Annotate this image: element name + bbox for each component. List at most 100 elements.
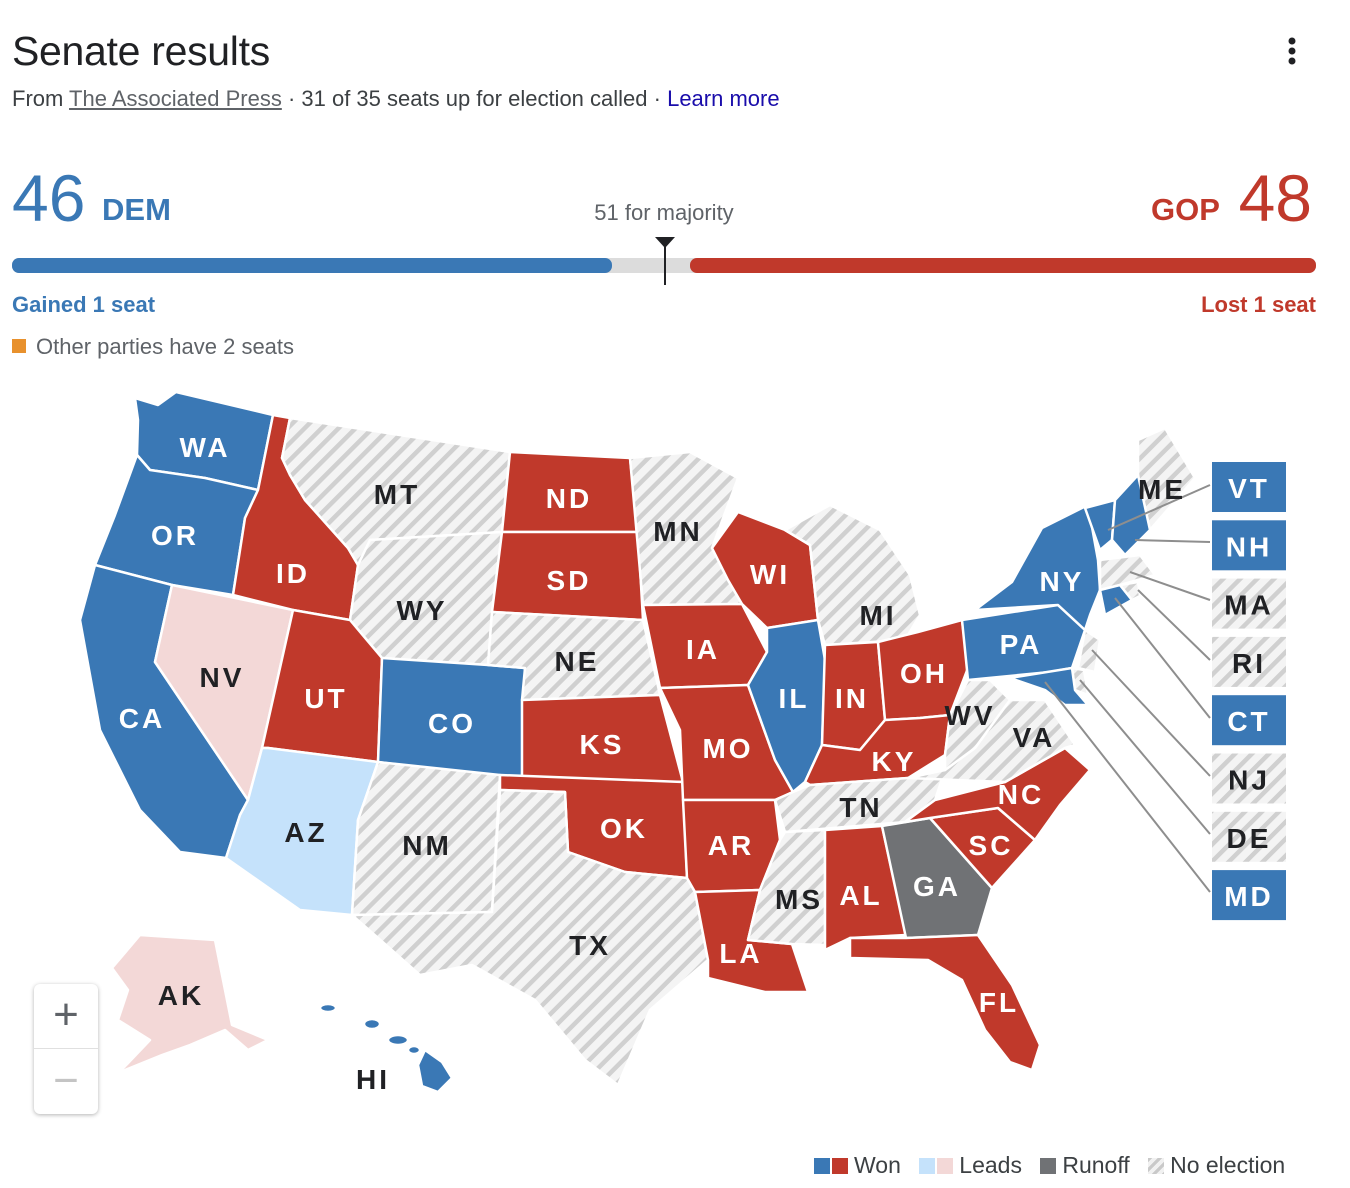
label-FL: FL	[979, 987, 1019, 1018]
dem-label: DEM	[102, 192, 171, 227]
label-AL: AL	[839, 880, 882, 911]
label-AZ: AZ	[284, 817, 327, 848]
label-MN: MN	[653, 516, 703, 547]
label-KY: KY	[872, 746, 917, 777]
state-box-RI[interactable]	[1212, 636, 1286, 687]
legend-no-election: No election	[1148, 1152, 1285, 1179]
label-CA: CA	[119, 703, 165, 734]
label-AK: AK	[158, 980, 204, 1011]
dem-seat-count: 46	[12, 161, 86, 235]
state-TX[interactable]	[350, 788, 710, 1087]
label-ME: ME	[1138, 474, 1186, 505]
state-MA[interactable]	[1098, 553, 1157, 592]
state-FL[interactable]	[848, 933, 1042, 1072]
label-IL: IL	[779, 683, 810, 714]
other-party-swatch	[12, 339, 26, 353]
state-box-VT[interactable]	[1212, 462, 1286, 512]
state-box-label-RI: RI	[1232, 648, 1266, 679]
state-MI[interactable]	[783, 503, 922, 647]
label-MS: MS	[775, 884, 823, 915]
other-parties-text: Other parties have 2 seats	[36, 334, 295, 359]
label-WA: WA	[179, 432, 230, 463]
label-NV: NV	[200, 662, 245, 693]
state-box-label-CT: CT	[1227, 706, 1270, 737]
state-box-DE[interactable]	[1212, 811, 1286, 862]
label-NC: NC	[998, 779, 1044, 810]
label-SC: SC	[969, 830, 1014, 861]
learn-more-link[interactable]: Learn more	[667, 86, 780, 111]
legend-runoff: Runoff	[1040, 1152, 1130, 1179]
gop-seat-count: 48	[1238, 161, 1312, 235]
zoom-in-button[interactable]: +	[53, 990, 79, 1039]
state-box-label-NJ: NJ	[1228, 765, 1270, 796]
legend-runoff-swatch	[1040, 1158, 1057, 1174]
state-AL[interactable]	[823, 824, 908, 952]
state-box-NH[interactable]	[1212, 520, 1286, 571]
state-box-label-NH: NH	[1226, 531, 1272, 562]
legend-gop-leads-swatch	[937, 1158, 954, 1174]
state-NC[interactable]	[903, 746, 1092, 842]
state-RI[interactable]	[1118, 580, 1142, 602]
from-label: From	[12, 86, 64, 111]
legend-won-text: Won	[854, 1152, 901, 1178]
label-VA: VA	[1013, 722, 1056, 753]
state-NJ[interactable]	[1076, 628, 1102, 674]
state-box-NJ[interactable]	[1212, 753, 1286, 804]
state-box-MA[interactable]	[1212, 578, 1286, 629]
label-WV: WV	[944, 700, 995, 731]
subtitle: From The Associated Press · 31 of 35 sea…	[12, 86, 780, 112]
us-senate-map[interactable]: VT NH MA RI CT NJ DE MD WA OR CA NV ID MT WY UT…	[0, 380, 1350, 1140]
label-TN: TN	[839, 792, 882, 823]
label-MI: MI	[859, 600, 896, 631]
majority-marker-icon	[655, 237, 675, 248]
label-GA: GA	[913, 871, 961, 902]
majority-label: 51 for majority	[594, 200, 734, 225]
label-MO: MO	[702, 733, 753, 764]
label-PA: PA	[1000, 629, 1043, 660]
legend-dem-won-swatch	[814, 1158, 830, 1174]
state-box-label-DE: DE	[1227, 823, 1272, 854]
state-WV[interactable]	[943, 678, 1012, 772]
state-AK[interactable]	[108, 933, 270, 1084]
legend-runoff-text: Runoff	[1062, 1152, 1130, 1178]
legend-dem-leads-swatch	[919, 1158, 936, 1174]
label-IN: IN	[835, 683, 869, 714]
label-LA: LA	[719, 938, 762, 969]
more-vert-icon	[1288, 37, 1296, 65]
label-NM: NM	[402, 830, 452, 861]
state-box-MD[interactable]	[1212, 870, 1286, 921]
label-IA: IA	[686, 634, 720, 665]
gop-label: GOP	[1151, 192, 1220, 227]
legend-no-election-text: No election	[1170, 1152, 1286, 1178]
more-options-button[interactable]	[1276, 34, 1308, 68]
state-NH[interactable]	[1110, 473, 1152, 557]
state-box-CT[interactable]	[1212, 695, 1286, 746]
zoom-out-button[interactable]: −	[53, 1056, 79, 1105]
state-box-label-MD: MD	[1224, 881, 1274, 912]
majority-marker-line	[664, 246, 666, 285]
label-UT: UT	[304, 683, 347, 714]
label-ND: ND	[546, 483, 592, 514]
legend-no-election-swatch	[1148, 1158, 1165, 1174]
state-box-label-VT: VT	[1228, 473, 1270, 504]
gop-change: Lost 1 seat	[1201, 292, 1316, 317]
legend-gop-won-swatch	[832, 1158, 848, 1174]
label-TX: TX	[569, 930, 611, 961]
state-box-label-MA: MA	[1224, 590, 1274, 621]
dem-seat-bar	[12, 258, 612, 273]
source-link[interactable]: The Associated Press	[69, 86, 282, 111]
label-MT: MT	[374, 479, 420, 510]
label-OR: OR	[151, 520, 199, 551]
label-HI: HI	[356, 1064, 390, 1095]
page-title: Senate results	[12, 28, 270, 74]
label-AR: AR	[708, 830, 754, 861]
label-ID: ID	[276, 558, 310, 589]
legend-leads-text: Leads	[959, 1152, 1022, 1178]
legend-won: Won	[814, 1152, 901, 1179]
small-state-boxes: VT NH MA RI CT NJ DE MD	[1212, 462, 1286, 921]
label-KS: KS	[580, 729, 625, 760]
state-HI[interactable]	[318, 1002, 454, 1094]
zoom-controls: + −	[34, 984, 98, 1114]
label-OK: OK	[600, 813, 648, 844]
state-IL[interactable]	[746, 618, 827, 794]
